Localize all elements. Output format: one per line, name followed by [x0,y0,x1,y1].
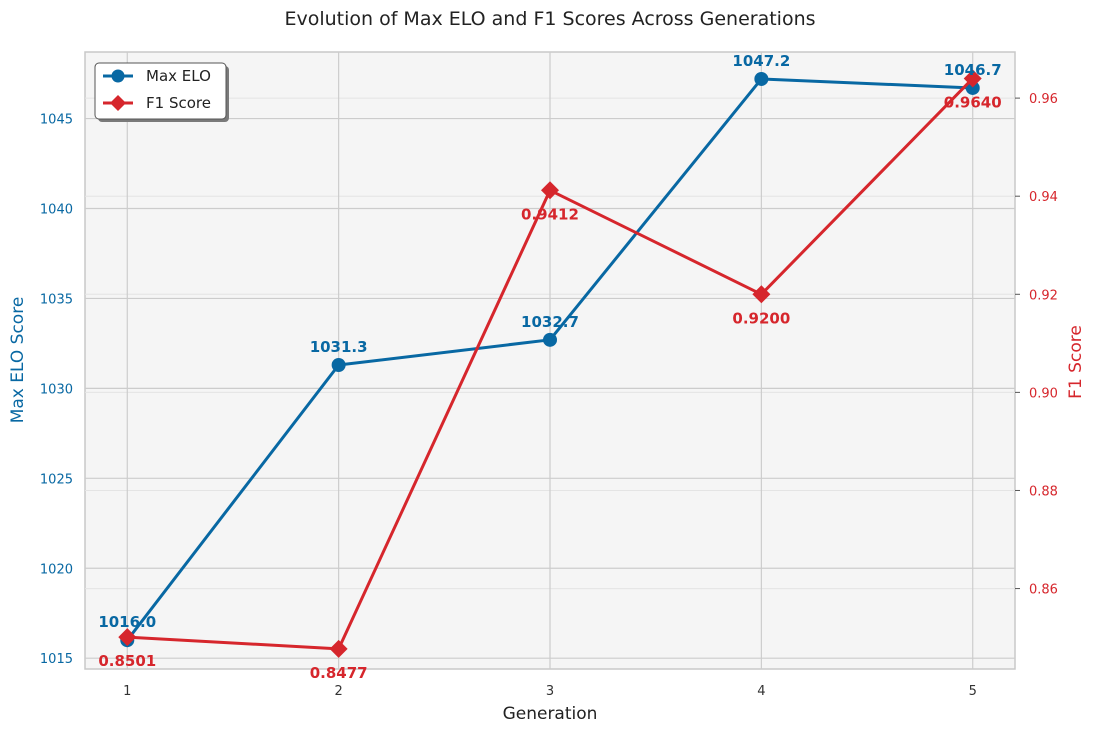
x-tick-label: 2 [334,684,342,699]
y-axis-right-title: F1 Score [1066,325,1086,399]
x-tick-label: 4 [757,684,765,699]
f1-score-point [118,628,137,647]
y-left-tick-label: 1025 [40,472,73,487]
max-elo-point [965,80,980,95]
series-layer [118,69,982,658]
legend: Max ELO F1 Score [94,62,229,122]
f1-score-point [963,69,982,88]
y-left-tick-label: 1035 [40,292,73,307]
legend-max-elo-label: Max ELO [146,67,211,85]
axis-ticks: 1015 1020 1025 1030 1035 1040 1045 1 2 3 4 5 0.86 0.8… [40,92,1058,699]
max-elo-point [331,357,346,372]
y-right-tick-label: 0.92 [1029,288,1058,303]
y-right-tick-label: 0.94 [1029,190,1058,205]
y-left-tick-label: 1015 [40,652,73,667]
y-right-tick-label: 0.88 [1029,484,1058,499]
max-elo-data-label: 1032.7 [521,313,579,331]
max-elo-data-label: 1031.3 [310,338,368,356]
max-elo-data-label: 1016.0 [98,613,156,631]
y-axis-left-title: Max ELO Score [8,297,28,424]
y-right-tick-label: 0.90 [1029,386,1058,401]
y-left-tick-label: 1045 [40,113,73,128]
max-elo-point [754,71,769,86]
y-right-tick-label: 0.86 [1029,583,1058,598]
legend-f1-score-diamond-icon [110,95,126,111]
f1-score-point [541,181,559,200]
legend-f1-score-label: F1 Score [146,94,211,112]
f1-score-data-label: 0.8477 [310,664,368,682]
y-left-tick-label: 1020 [40,562,73,577]
data-labels: 1016.0 1031.3 1032.7 1047.2 1046.7 0.8501 0.84… [98,52,1001,682]
f1-score-point [329,639,348,658]
x-tick-label: 1 [123,684,131,699]
y-left-tick-label: 1030 [40,382,73,397]
x-tick-label: 5 [969,684,977,699]
max-elo-point [543,332,557,347]
f1-score-point [752,285,771,304]
chart-title: Evolution of Max ELO and F1 Scores Acros… [284,8,815,30]
f1-score-data-label: 0.9640 [944,93,1002,111]
max-elo-data-label: 1047.2 [732,52,790,70]
f1-score-data-label: 0.9200 [732,309,790,327]
f1-score-data-label: 0.8501 [98,652,156,670]
legend-max-elo-circle-icon [111,69,125,83]
max-elo-data-label: 1046.7 [944,61,1002,79]
y-left-tick-label: 1040 [40,202,73,217]
x-tick-label: 3 [546,684,554,699]
f1-score-data-label: 0.9412 [521,205,579,223]
x-axis-title: Generation [503,704,598,724]
y-right-tick-label: 0.96 [1029,92,1058,107]
